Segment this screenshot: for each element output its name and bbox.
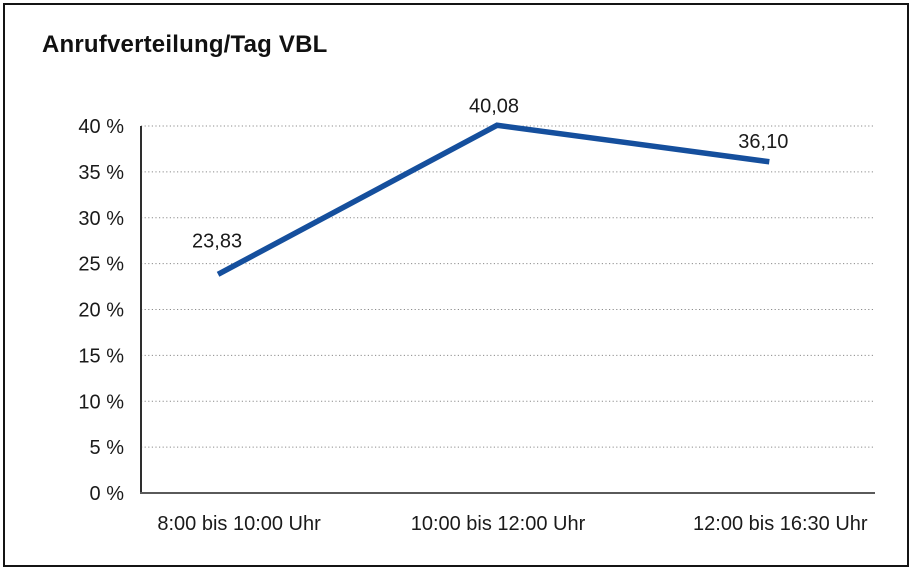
y-tick-label: 5 % — [90, 437, 125, 459]
point-label: 23,83 — [192, 230, 242, 252]
y-tick-label: 25 % — [78, 254, 124, 276]
point-label: 40,08 — [469, 95, 519, 117]
x-tick-label: 10:00 bis 12:00 Uhr — [411, 513, 586, 535]
y-tick-label: 0 % — [90, 483, 125, 505]
point-label: 36,10 — [738, 131, 788, 153]
y-tick-label: 35 % — [78, 162, 124, 184]
x-tick-label: 8:00 bis 10:00 Uhr — [157, 513, 321, 535]
chart-title: Anrufverteilung/Tag VBL — [42, 31, 328, 58]
y-tick-label: 30 % — [78, 208, 124, 230]
series-line — [216, 122, 770, 277]
y-tick-label: 15 % — [78, 345, 124, 367]
y-tick-label: 10 % — [78, 391, 124, 413]
x-tick-label: 12:00 bis 16:30 Uhr — [693, 513, 868, 535]
chart-border — [3, 3, 909, 567]
y-tick-label: 40 % — [78, 116, 124, 138]
y-tick-label: 20 % — [78, 300, 124, 322]
